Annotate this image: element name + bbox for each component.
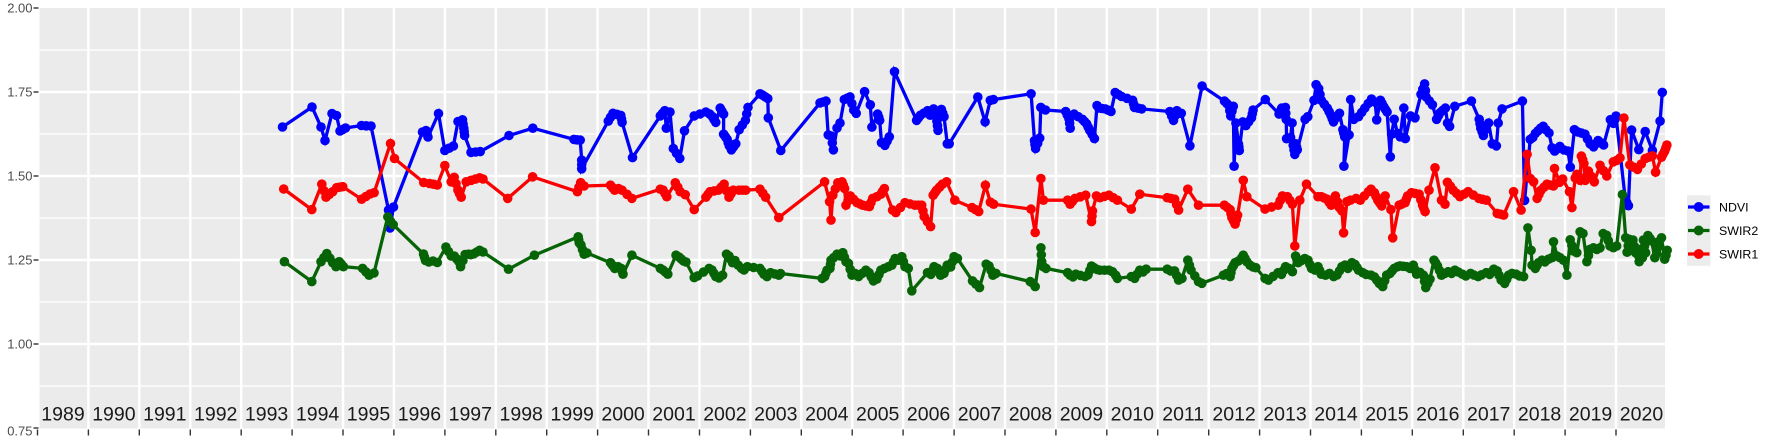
svg-text:2000: 2000 <box>601 404 645 426</box>
svg-text:2004: 2004 <box>805 404 849 426</box>
svg-text:2003: 2003 <box>754 404 797 426</box>
svg-text:1.75: 1.75 <box>7 85 32 100</box>
svg-text:2012: 2012 <box>1212 404 1255 426</box>
svg-text:1989: 1989 <box>41 404 84 426</box>
svg-text:2009: 2009 <box>1060 404 1103 426</box>
svg-text:2019: 2019 <box>1569 404 1612 426</box>
svg-text:1993: 1993 <box>245 404 288 426</box>
svg-text:2011: 2011 <box>1162 404 1204 426</box>
svg-text:1999: 1999 <box>551 404 594 426</box>
svg-text:1992: 1992 <box>194 404 237 426</box>
svg-text:2005: 2005 <box>856 404 900 426</box>
svg-text:1990: 1990 <box>92 404 136 426</box>
svg-text:2020: 2020 <box>1620 404 1664 426</box>
svg-text:2008: 2008 <box>1009 404 1052 426</box>
svg-text:2007: 2007 <box>958 404 1001 426</box>
svg-text:2006: 2006 <box>907 404 950 426</box>
svg-text:2018: 2018 <box>1518 404 1561 426</box>
svg-text:2013: 2013 <box>1263 404 1306 426</box>
svg-text:1996: 1996 <box>398 404 441 426</box>
svg-text:SWIR2: SWIR2 <box>1719 224 1758 238</box>
svg-text:1991: 1991 <box>143 404 186 426</box>
svg-text:2014: 2014 <box>1314 404 1358 426</box>
svg-text:2010: 2010 <box>1111 404 1155 426</box>
svg-text:0.75: 0.75 <box>7 424 32 439</box>
svg-text:1994: 1994 <box>296 404 340 426</box>
svg-text:1.25: 1.25 <box>7 253 32 268</box>
svg-text:2001: 2001 <box>652 404 695 426</box>
svg-text:2015: 2015 <box>1365 404 1409 426</box>
svg-text:2016: 2016 <box>1416 404 1459 426</box>
svg-text:2002: 2002 <box>703 404 746 426</box>
svg-text:1998: 1998 <box>500 404 543 426</box>
svg-text:1995: 1995 <box>347 404 391 426</box>
svg-text:SWIR1: SWIR1 <box>1719 248 1758 262</box>
svg-text:1997: 1997 <box>449 404 492 426</box>
svg-text:1.50: 1.50 <box>7 169 32 184</box>
svg-text:2017: 2017 <box>1467 404 1510 426</box>
svg-text:1.00: 1.00 <box>7 337 32 352</box>
svg-text:2.00: 2.00 <box>7 1 32 16</box>
svg-text:NDVI: NDVI <box>1719 201 1749 215</box>
